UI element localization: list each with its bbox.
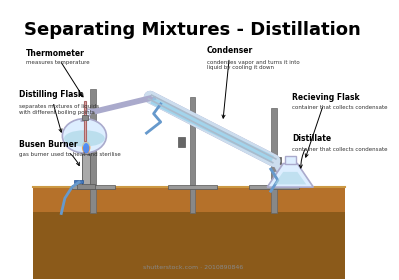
FancyBboxPatch shape	[33, 212, 345, 279]
Polygon shape	[274, 172, 306, 184]
Text: Recieving Flask: Recieving Flask	[292, 93, 359, 157]
Polygon shape	[267, 164, 313, 187]
Ellipse shape	[82, 141, 91, 154]
Text: container that collects condensate: container that collects condensate	[292, 105, 387, 110]
Text: shutterstock.com · 2010890846: shutterstock.com · 2010890846	[142, 265, 243, 270]
Bar	[82, 154, 91, 186]
Bar	[190, 97, 196, 213]
Text: separates mixtures of liquids
with different boiling points: separates mixtures of liquids with diffe…	[19, 104, 99, 115]
Bar	[271, 108, 277, 213]
Ellipse shape	[83, 143, 89, 154]
Text: Thermometer: Thermometer	[26, 48, 85, 97]
Bar	[285, 156, 296, 164]
Text: Distilling Flask: Distilling Flask	[19, 90, 83, 132]
Polygon shape	[81, 109, 93, 121]
Bar	[178, 137, 185, 147]
Text: container that collects condensate: container that collects condensate	[292, 147, 387, 152]
Text: Condenser: Condenser	[207, 46, 253, 118]
Text: Busen Burner: Busen Burner	[19, 140, 79, 165]
Ellipse shape	[64, 130, 105, 147]
Bar	[91, 128, 101, 130]
Bar	[74, 180, 83, 183]
Text: measures temperature: measures temperature	[26, 60, 89, 65]
Text: Separating Mixtures - Distillation: Separating Mixtures - Distillation	[24, 21, 361, 39]
Text: Distillate: Distillate	[292, 134, 331, 168]
Text: gas burner used to heat and sterilise: gas burner used to heat and sterilise	[19, 153, 120, 157]
Bar	[72, 185, 115, 188]
Bar	[82, 115, 88, 120]
Bar	[249, 185, 299, 188]
Bar	[91, 89, 96, 213]
FancyBboxPatch shape	[33, 187, 345, 215]
Bar	[77, 183, 95, 188]
Text: condenses vapor and turns it into
liquid by cooling it down: condenses vapor and turns it into liquid…	[207, 60, 300, 70]
Bar	[273, 157, 281, 164]
Bar	[168, 185, 217, 188]
Bar	[84, 101, 86, 141]
Circle shape	[62, 119, 107, 153]
